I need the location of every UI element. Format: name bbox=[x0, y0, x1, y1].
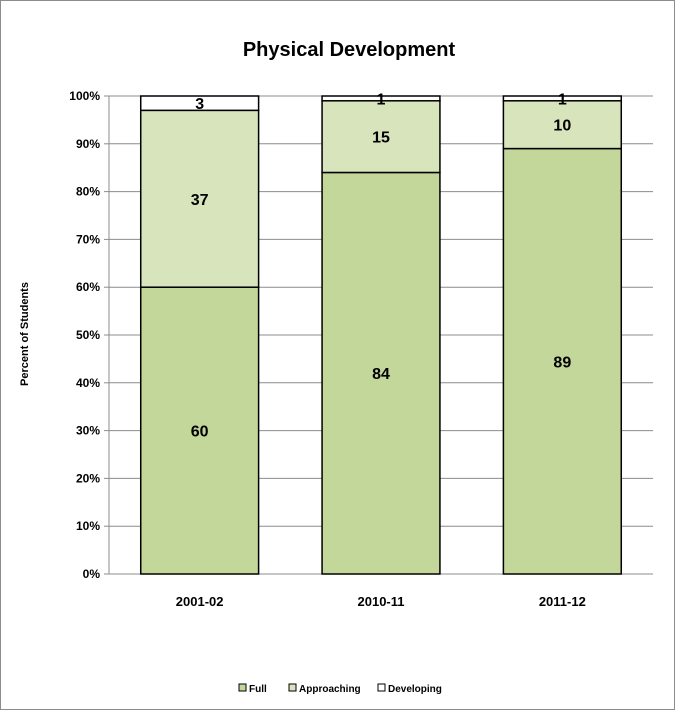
data-label: 60 bbox=[191, 424, 209, 441]
y-tick-label: 50% bbox=[76, 328, 100, 342]
bar-segment bbox=[321, 95, 441, 102]
y-tick-label: 100% bbox=[69, 89, 100, 103]
bar-segment bbox=[321, 171, 441, 575]
bar-segment bbox=[502, 95, 623, 102]
legend-label: Developing bbox=[388, 684, 442, 695]
y-tick-label: 0% bbox=[83, 567, 101, 581]
y-tick-label: 30% bbox=[76, 424, 100, 438]
x-tick-label: 2010-11 bbox=[358, 594, 405, 609]
data-label: 3 bbox=[195, 96, 204, 113]
bar-segment bbox=[321, 100, 441, 174]
x-axis-ticks: 2001-02 2010-11 2011-12 bbox=[176, 594, 586, 609]
bars: 60 37 3 84 15 1 89 10 1 bbox=[139, 91, 623, 575]
bar-segment bbox=[139, 109, 260, 288]
data-label: 37 bbox=[191, 192, 209, 209]
chart-title: Physical Development bbox=[243, 39, 456, 61]
data-label: 10 bbox=[553, 118, 571, 135]
y-tick-label: 40% bbox=[76, 376, 100, 390]
y-tick-label: 90% bbox=[76, 137, 100, 151]
y-axis-ticks: 0% 10% 20% 30% 40% 50% 60% 70% 80% 90% 100% bbox=[69, 89, 109, 581]
legend: Full Approaching Developing bbox=[238, 683, 442, 695]
bar-segment bbox=[502, 147, 623, 575]
data-label: 84 bbox=[372, 366, 390, 383]
y-tick-label: 60% bbox=[76, 280, 100, 294]
bar-segment bbox=[139, 286, 260, 575]
y-tick-label: 20% bbox=[76, 471, 100, 485]
bar-segment bbox=[139, 95, 260, 112]
y-axis-label: Percent of Students bbox=[19, 282, 31, 386]
legend-swatch bbox=[377, 683, 386, 692]
data-label: 15 bbox=[372, 130, 390, 147]
legend-label: Approaching bbox=[299, 684, 361, 695]
x-tick-label: 2001-02 bbox=[176, 594, 224, 609]
legend-swatch bbox=[238, 683, 247, 692]
y-tick-label: 80% bbox=[76, 185, 100, 199]
y-tick-label: 10% bbox=[76, 519, 100, 533]
data-label: 89 bbox=[553, 354, 571, 371]
legend-label: Full bbox=[249, 684, 267, 695]
x-tick-label: 2011-12 bbox=[539, 594, 586, 609]
data-label: 1 bbox=[377, 91, 386, 108]
data-label: 1 bbox=[558, 91, 567, 108]
legend-swatch bbox=[288, 683, 297, 692]
bar-segment bbox=[502, 100, 623, 150]
y-tick-label: 70% bbox=[76, 232, 100, 246]
